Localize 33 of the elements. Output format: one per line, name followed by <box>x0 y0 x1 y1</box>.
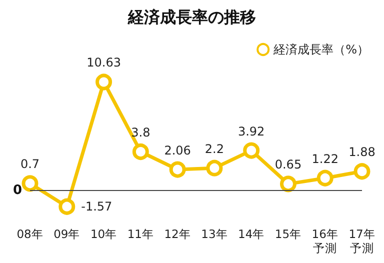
x-tick-label: 09年 <box>54 227 80 241</box>
x-tick-label: 17年予測 <box>348 227 376 255</box>
point <box>243 142 260 159</box>
point <box>22 175 38 192</box>
point <box>169 161 186 178</box>
data-label: 3.92 <box>238 124 265 138</box>
data-label: 3.8 <box>131 126 150 140</box>
data-label: 2.2 <box>204 142 224 156</box>
point <box>354 163 370 180</box>
x-tick-label: 08年 <box>16 227 44 241</box>
data-label: 0.7 <box>20 157 40 172</box>
x-tick-label: 12年 <box>164 227 191 241</box>
x-tick-label: 13年 <box>201 227 228 241</box>
x-tick-label: 10年 <box>90 227 118 241</box>
data-label: 0.65 <box>274 158 302 172</box>
data-label: 2.06 <box>164 143 191 158</box>
data-label: 1.88 <box>348 145 376 160</box>
point <box>58 198 76 215</box>
x-tick-label: 16年予測 <box>312 227 338 255</box>
point <box>280 176 296 192</box>
x-tick-label: 15年 <box>274 227 302 241</box>
data-label: -1.57 <box>81 200 112 214</box>
point <box>206 160 223 176</box>
data-label: 10.63 <box>86 56 121 70</box>
point <box>96 74 112 90</box>
point <box>132 144 149 160</box>
x-tick-label: 14年 <box>238 227 265 241</box>
data-label: 1.22 <box>312 152 338 166</box>
x-tick-label: 11年 <box>127 227 154 241</box>
point <box>316 170 334 186</box>
ref-line-label: 0 <box>12 183 22 198</box>
legend-label: 経済成長率（%） <box>272 42 370 56</box>
chart-title: 経済成長率の推移 <box>127 8 256 26</box>
